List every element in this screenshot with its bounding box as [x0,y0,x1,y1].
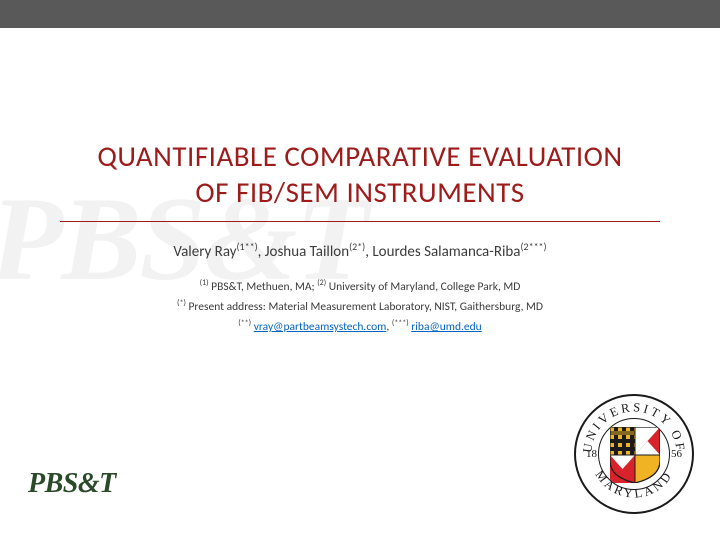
pbst-logo: PBS&T [28,468,116,500]
author-2-name: Joshua Taillon [265,243,349,261]
title-line-1: QUANTIFIABLE COMPARATIVE EVALUATION [97,138,622,174]
shield-icon [610,427,660,483]
affil-line-3: (**) vray@partbeamsystech.com, (***) rib… [0,317,720,337]
affiliations: (1) PBS&T, Methuen, MA; (2) University o… [0,277,720,338]
author-1-name: Valery Ray [173,243,236,261]
affil-3b-sup: (***) [392,318,409,328]
affil-1-text: PBS&T, Methuen, MA; [209,279,318,293]
affil-line-1: (1) PBS&T, Methuen, MA; (2) University o… [0,277,720,297]
author-1-sup: (1**) [237,240,258,253]
affil-1-sup: (1) [200,278,209,288]
umd-seal: UNIVERSITY OF MARYLAND 18 56 [574,394,694,514]
seal-outer-ring: UNIVERSITY OF MARYLAND 18 56 [574,394,694,514]
author-3-name: Lourdes Salamanca-Riba [372,243,520,261]
slide-title: QUANTIFIABLE COMPARATIVE EVALUATION OF F… [0,138,720,211]
email-link-1[interactable]: vray@partbeamsystech.com [254,320,387,334]
title-line-2: OF FIB/SEM INSTRUMENTS [195,174,524,210]
authors-line: Valery Ray(1**), Joshua Taillon(2*), Lou… [0,240,720,263]
affil-line-2: (*) Present address: Material Measuremen… [0,297,720,317]
seal-year-left: 18 [586,448,597,460]
affil-1b-text: University of Maryland, College Park, MD [326,279,520,293]
seal-inner [598,418,670,490]
email-link-2[interactable]: riba@umd.edu [411,320,481,334]
author-2-sup: (2*) [349,240,365,253]
slide-content: QUANTIFIABLE COMPARATIVE EVALUATION OF F… [0,28,720,338]
affil-2-text: Present address: Material Measurement La… [186,300,543,314]
affil-2-sup: (*) [177,298,186,308]
author-3-sup: (2***) [520,240,546,253]
seal-year-right: 56 [671,448,682,460]
affil-1b-sup: (2) [317,278,326,288]
affil-3a-sup: (**) [238,318,251,328]
top-bar [0,0,720,28]
title-divider [60,221,660,222]
